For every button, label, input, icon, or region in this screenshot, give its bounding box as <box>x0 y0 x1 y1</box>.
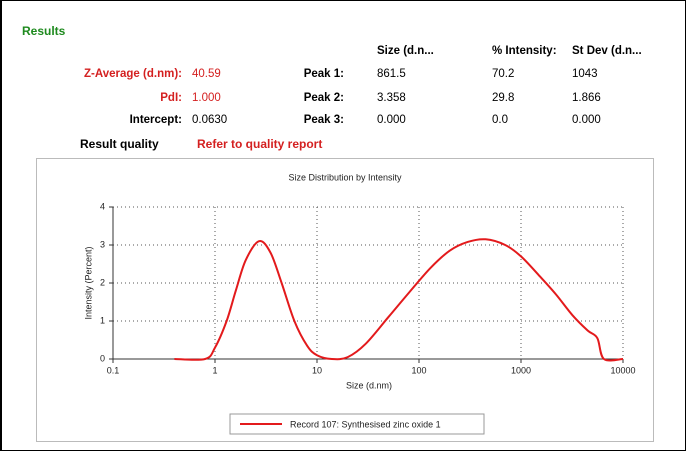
header: % Intensity: <box>492 45 557 57</box>
x-tick-label: 10000 <box>610 365 635 375</box>
peak-size: 861.5 <box>377 68 406 80</box>
x-axis-label: Size (d.nm) <box>346 380 392 390</box>
summary-value: 1.000 <box>192 92 221 104</box>
peak-stdev: 0.000 <box>572 114 601 126</box>
peak-stdev: 1.866 <box>572 92 601 104</box>
summary-label: Intercept: <box>129 114 182 126</box>
peak-stdev: 1043 <box>572 68 598 80</box>
x-tick-label: 0.1 <box>107 365 120 375</box>
peak-intensity: 0.0 <box>492 114 508 126</box>
results-title: Results <box>22 24 66 38</box>
y-tick-label: 0 <box>100 353 105 363</box>
peak-label: Peak 1: <box>303 68 344 80</box>
summary-value: 40.59 <box>192 68 221 80</box>
header: Size (d.n... <box>377 45 434 57</box>
data-line <box>174 238 624 362</box>
peak-label: Peak 2: <box>303 92 344 104</box>
summary-label: PdI: <box>160 92 182 104</box>
peak-label: Peak 3: <box>303 114 344 126</box>
summary-label: Z-Average (d.nm): <box>84 68 182 80</box>
legend-label: Record 107: Synthesised zinc oxide 1 <box>290 419 441 429</box>
peak-intensity: 70.2 <box>492 68 515 80</box>
header: St Dev (d.n... <box>572 45 642 57</box>
peak-size: 0.000 <box>377 114 406 126</box>
x-tick-label: 10 <box>312 365 322 375</box>
y-axis-label: Intensity (Percent) <box>83 246 93 319</box>
y-tick-label: 2 <box>100 277 105 287</box>
legend-box <box>229 413 485 435</box>
y-tick-label: 4 <box>100 201 105 211</box>
x-tick-label: 1 <box>212 365 217 375</box>
y-tick-label: 3 <box>100 239 105 249</box>
x-tick-label: 1000 <box>511 365 531 375</box>
x-tick-label: 100 <box>411 365 426 375</box>
quality-value: Refer to quality report <box>197 137 323 151</box>
peak-size: 3.358 <box>377 92 406 104</box>
peak-intensity: 29.8 <box>492 92 515 104</box>
y-tick-label: 1 <box>100 315 105 325</box>
summary-value: 0.0630 <box>192 114 228 126</box>
chart: Size Distribution by Intensity Size (d.n… <box>83 172 636 435</box>
chart-box: Size Distribution by Intensity Size (d.n… <box>36 158 654 442</box>
chart-title: Size Distribution by Intensity <box>288 172 402 182</box>
quality-label: Result quality <box>80 137 159 151</box>
